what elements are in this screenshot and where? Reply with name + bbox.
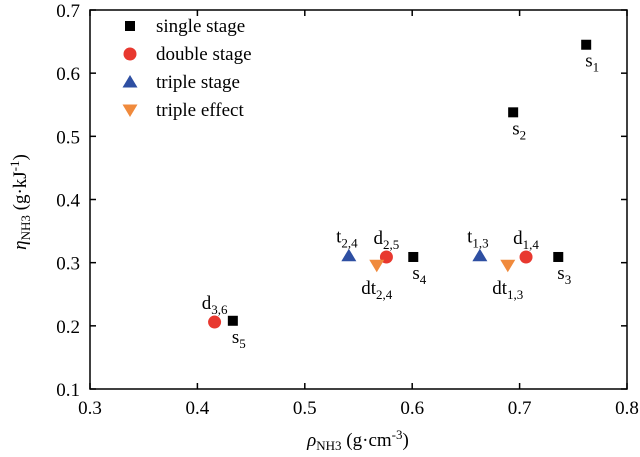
legend: single stage double stage triple stage trip…	[122, 16, 252, 121]
data-point-square	[508, 107, 519, 118]
point-label: t2,4	[336, 227, 358, 251]
point-label-subscript: 4	[420, 272, 427, 287]
point-label-letter: t	[336, 227, 342, 248]
point-label: s4	[412, 263, 426, 287]
point-label-subscript: 3	[565, 272, 572, 287]
data-point-square	[553, 251, 564, 262]
y-tick-label: 0.7	[56, 1, 80, 22]
legend-label: triple effect	[156, 100, 244, 121]
data-point-circle	[519, 250, 533, 264]
point-label: s2	[512, 118, 526, 142]
data-point-square	[227, 315, 238, 326]
y-tick-label: 0.6	[56, 64, 80, 85]
axes: 0.3 0.4 0.5 0.6 0.7 0.8 0.1 0.2 0.3 0.4 0.5 0.6 0.7	[56, 1, 639, 419]
y-tick-label: 0.1	[56, 380, 80, 401]
data-points	[208, 39, 592, 329]
x-tick-label: 0.4	[186, 398, 210, 419]
data-point-triangle-down	[369, 259, 385, 273]
x-tick-label: 0.6	[400, 398, 424, 419]
x-tick-label: 0.8	[615, 398, 639, 419]
point-label: d1,4	[513, 228, 539, 252]
point-label-letter: dt	[492, 278, 508, 299]
plot-frame	[89, 9, 628, 390]
point-label-letter: s	[557, 263, 564, 284]
data-point-square	[408, 251, 419, 262]
legend-marker-circle	[123, 47, 137, 61]
y-tick-label: 0.4	[56, 191, 80, 212]
point-label-subscript: 1,3	[472, 236, 488, 251]
point-label-subscript: 3,6	[211, 302, 228, 317]
point-label-subscript: 2	[520, 127, 527, 142]
point-label-subscript: 1,3	[507, 287, 523, 302]
point-label: d3,6	[202, 293, 228, 317]
point-label-letter: s	[512, 118, 519, 139]
data-point-triangle-down	[500, 259, 516, 273]
point-label-letter: dt	[361, 278, 377, 299]
point-label-letter: d	[513, 228, 523, 249]
point-label-letter: s	[585, 51, 592, 72]
legend-marker-square	[125, 21, 135, 31]
point-label-letter: s	[232, 327, 239, 348]
point-label: s1	[585, 51, 599, 75]
y-tick-label: 0.3	[56, 254, 80, 275]
point-label: s5	[232, 327, 246, 351]
point-label-letter: s	[412, 263, 419, 284]
point-label-subscript: 5	[239, 336, 246, 351]
point-label: s3	[557, 263, 571, 287]
y-tick-label: 0.5	[56, 127, 80, 148]
point-label: t1,3	[467, 227, 489, 251]
data-point-triangle-up	[472, 248, 488, 262]
legend-marker-triangle-up	[122, 75, 138, 88]
point-label-subscript: 2,4	[341, 236, 358, 251]
point-label-subscript: 2,4	[376, 287, 393, 302]
data-point-triangle-up	[341, 248, 357, 262]
point-label-letter: d	[374, 228, 384, 249]
point-label: dt2,4	[361, 278, 393, 302]
y-tick-label: 0.2	[56, 317, 80, 338]
point-label-letter: d	[202, 293, 212, 314]
point-label-letter: t	[467, 227, 473, 248]
y-axis-title: ηNH3 (g·kJ-1)	[7, 154, 33, 250]
legend-label: single stage	[156, 16, 245, 37]
x-axis-title: ρNH3 (g·cm-3)	[306, 427, 409, 453]
point-label-subscript: 1	[593, 60, 600, 75]
legend-marker-triangle-down	[122, 104, 138, 117]
data-point-circle	[208, 315, 222, 329]
point-label-subscript: 1,4	[523, 237, 540, 252]
x-tick-label: 0.7	[508, 398, 532, 419]
x-tick-label: 0.3	[78, 398, 102, 419]
point-label-subscript: 2,5	[383, 237, 399, 252]
point-label: d2,5	[374, 228, 400, 252]
x-tick-label: 0.5	[293, 398, 317, 419]
data-point-square	[581, 39, 592, 50]
legend-label: triple stage	[156, 72, 240, 93]
legend-label: double stage	[156, 44, 252, 65]
point-label: dt1,3	[492, 278, 523, 302]
